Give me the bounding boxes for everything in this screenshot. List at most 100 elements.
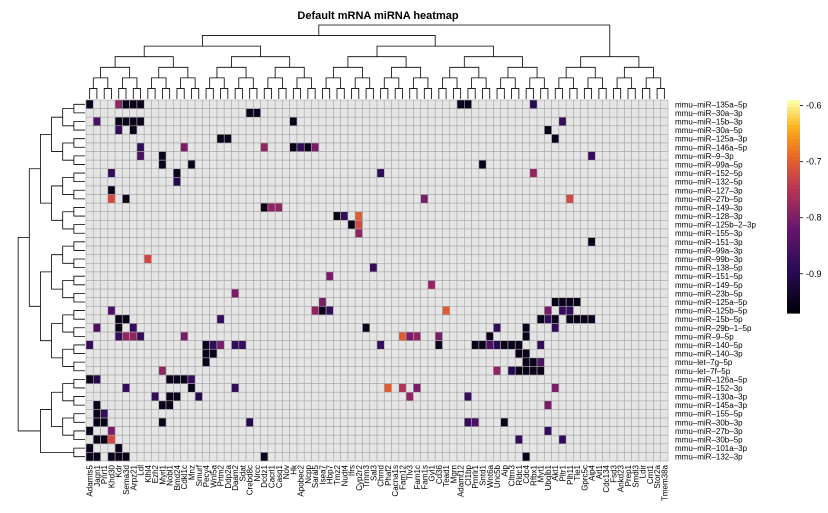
heatmap-cell — [180, 125, 189, 135]
legend-color-step — [787, 135, 800, 140]
heatmap-cell — [238, 400, 247, 410]
legend-color-step — [787, 227, 800, 232]
heatmap-cell — [485, 116, 494, 127]
heatmap-cell — [289, 237, 298, 247]
heatmap-cell — [391, 417, 400, 427]
heatmap-cell — [92, 151, 101, 161]
heatmap-cell — [340, 159, 349, 170]
heatmap-cell — [282, 134, 291, 144]
heatmap-cell — [398, 151, 407, 161]
heatmap-cell — [245, 220, 254, 230]
heatmap-cell — [493, 434, 501, 445]
heatmap-cell — [602, 280, 611, 290]
heatmap-cell — [238, 159, 247, 170]
heatmap-cell — [100, 263, 109, 273]
heatmap-cell — [223, 185, 232, 195]
heatmap-cell — [165, 443, 174, 453]
heatmap-cell — [449, 254, 458, 264]
heatmap-cell — [296, 194, 305, 204]
heatmap-cell — [609, 151, 618, 161]
heatmap-cell — [638, 125, 647, 135]
heatmap-cell — [260, 374, 269, 384]
heatmap-value-cell — [158, 400, 167, 410]
heatmap-cell — [602, 348, 611, 359]
heatmap-cell — [274, 228, 283, 238]
heatmap-cell — [594, 151, 603, 161]
heatmap-cell — [202, 426, 210, 436]
heatmap-cell — [660, 177, 669, 187]
heatmap-cell — [427, 125, 436, 135]
heatmap-cell — [282, 409, 291, 419]
heatmap-cell — [231, 263, 240, 273]
heatmap-cell — [594, 400, 603, 410]
heatmap-cell — [551, 417, 560, 427]
heatmap-cell — [405, 417, 414, 427]
heatmap-cell — [85, 245, 94, 256]
heatmap-cell — [471, 202, 480, 213]
heatmap-cell — [282, 263, 291, 273]
heatmap-cell — [223, 271, 232, 281]
heatmap-cell — [311, 159, 320, 170]
heatmap-cell — [187, 228, 196, 238]
heatmap-cell — [529, 400, 538, 410]
heatmap-cell — [165, 314, 174, 324]
heatmap-cell — [122, 245, 130, 256]
heatmap-cell — [187, 254, 196, 264]
heatmap-cell — [493, 151, 501, 161]
heatmap-cell — [624, 151, 632, 161]
heatmap-cell — [347, 323, 356, 333]
heatmap-cell — [514, 452, 523, 462]
heatmap-cell — [92, 142, 101, 152]
heatmap-cell — [376, 194, 385, 204]
heatmap-cell — [122, 366, 130, 376]
heatmap-cell — [253, 340, 261, 350]
heatmap-cell — [158, 357, 167, 367]
heatmap-cell — [558, 168, 567, 178]
heatmap-cell — [122, 434, 130, 445]
heatmap-cell — [442, 134, 451, 144]
heatmap-cell — [398, 391, 407, 402]
heatmap-cell — [173, 297, 181, 307]
heatmap-cell — [580, 159, 589, 170]
heatmap-cell — [122, 220, 130, 230]
heatmap-cell — [369, 99, 378, 109]
heatmap-cell — [558, 194, 567, 204]
heatmap-cell — [631, 168, 640, 178]
heatmap-cell — [173, 357, 181, 367]
heatmap-cell — [129, 409, 138, 419]
heatmap-cell — [536, 142, 545, 152]
heatmap-cell — [376, 245, 385, 256]
heatmap-cell — [347, 391, 356, 402]
heatmap-cell — [536, 108, 545, 118]
heatmap-cell — [565, 263, 574, 273]
heatmap-value-cell — [362, 323, 371, 333]
heatmap-cell — [282, 426, 291, 436]
heatmap-cell — [354, 331, 363, 341]
heatmap-cell — [616, 220, 625, 230]
heatmap-cell — [573, 254, 581, 264]
heatmap-cell — [631, 99, 640, 109]
column-label: Arpz21 — [129, 464, 138, 490]
heatmap-cell — [631, 357, 640, 367]
heatmap-cell — [92, 211, 101, 221]
heatmap-cell — [529, 237, 538, 247]
heatmap-cell — [471, 254, 480, 264]
heatmap-cell — [347, 125, 356, 135]
heatmap-cell — [267, 417, 276, 427]
heatmap-cell — [209, 452, 218, 462]
heatmap-cell — [303, 116, 312, 127]
heatmap-cell — [223, 314, 232, 324]
heatmap-cell — [573, 323, 581, 333]
heatmap-cell — [151, 383, 160, 393]
heatmap-cell — [114, 228, 123, 238]
dendrogram-branch — [347, 56, 407, 68]
heatmap-cell — [267, 99, 276, 109]
heatmap-cell — [376, 280, 385, 290]
dendrogram-branch — [73, 396, 85, 406]
heatmap-cell — [616, 434, 625, 445]
heatmap-cell — [143, 202, 152, 213]
heatmap-cell — [92, 168, 101, 178]
heatmap-cell — [362, 331, 371, 341]
heatmap-value-cell — [333, 211, 341, 221]
heatmap-cell — [529, 185, 538, 195]
